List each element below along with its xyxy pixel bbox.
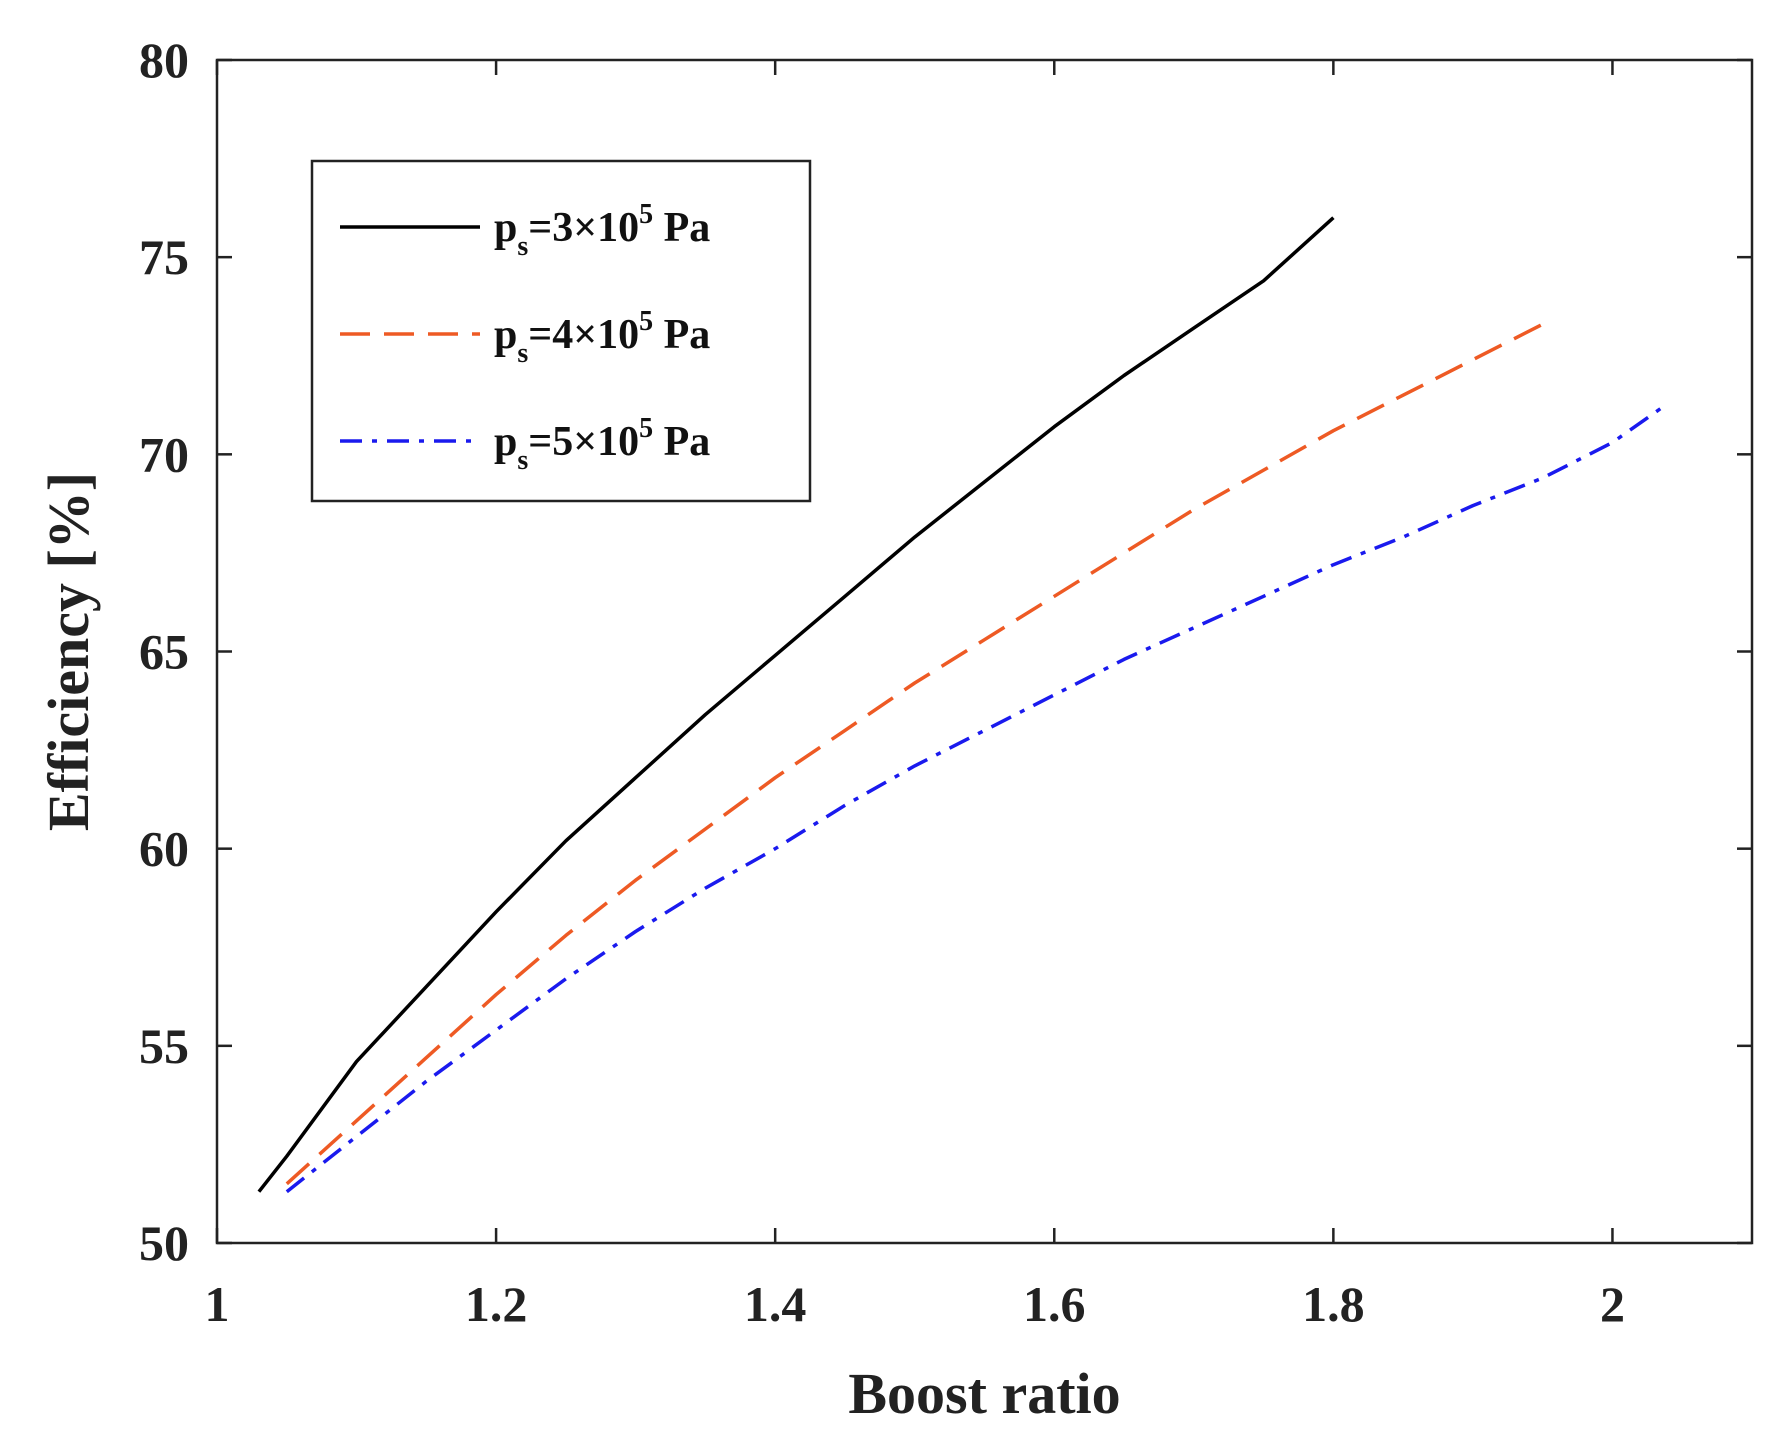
x-tick-label: 1.4 xyxy=(744,1276,807,1332)
legend-text-base: p xyxy=(494,205,517,251)
legend-text-tail: Pa xyxy=(653,312,710,358)
x-tick-label: 1 xyxy=(205,1276,230,1332)
legend-text-sup: 5 xyxy=(639,306,653,337)
legend-text-tail: Pa xyxy=(653,419,710,465)
legend-box xyxy=(310,159,812,503)
legend-text-sup: 5 xyxy=(639,413,653,444)
y-tick-label: 55 xyxy=(139,1018,189,1074)
series-line-2 xyxy=(285,322,1544,1186)
legend-text-sup: 5 xyxy=(639,199,653,230)
legend-text-base: p xyxy=(494,312,517,358)
x-tick-label: 1.8 xyxy=(1302,1276,1365,1332)
legend-text-mid: =3×10 xyxy=(528,205,639,251)
x-tick-label: 1.6 xyxy=(1023,1276,1086,1332)
legend-text-tail: Pa xyxy=(653,205,710,251)
y-tick-label: 70 xyxy=(139,426,189,482)
legend-text-sub: s xyxy=(517,445,528,476)
y-axis-title: Efficiency [%] xyxy=(36,472,101,831)
x-tick-label: 1.2 xyxy=(465,1276,528,1332)
x-axis-title: Boost ratio xyxy=(848,1361,1120,1426)
series-layer xyxy=(257,216,1670,1194)
series-line-3 xyxy=(285,401,1670,1194)
legend-text-mid: =5×10 xyxy=(528,419,639,465)
legend-entry-1: ps=3×105 Pa xyxy=(494,199,710,262)
y-tick-label: 50 xyxy=(139,1215,189,1271)
legend-text-sub: s xyxy=(517,231,528,262)
y-tick-label: 65 xyxy=(139,624,189,680)
series-line-1 xyxy=(257,216,1335,1193)
legend-text-base: p xyxy=(494,419,517,465)
y-tick-label: 75 xyxy=(139,229,189,285)
legend-entry-3: ps=5×105 Pa xyxy=(494,413,710,476)
legend-entry-2: ps=4×105 Pa xyxy=(494,306,710,369)
legend-text-mid: =4×10 xyxy=(528,312,639,358)
x-tick-label: 2 xyxy=(1600,1276,1625,1332)
y-tick-label: 80 xyxy=(139,32,189,88)
y-tick-label: 60 xyxy=(139,821,189,877)
legend-text-sub: s xyxy=(517,338,528,369)
tick-layer xyxy=(215,58,1752,1245)
